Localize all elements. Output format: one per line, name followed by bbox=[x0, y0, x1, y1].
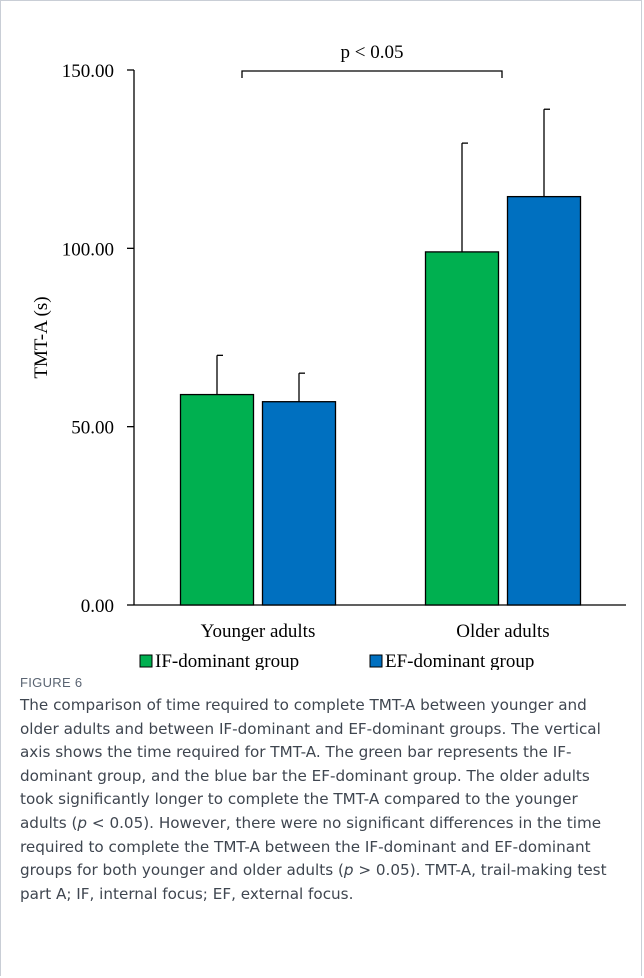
caption-part-2: < 0.05). However, there were no signific… bbox=[20, 813, 602, 880]
legend-swatch bbox=[139, 654, 153, 668]
bar bbox=[179, 393, 255, 606]
caption-p-symbol-1: p bbox=[77, 813, 88, 832]
y-tick-label: 0.00 bbox=[81, 596, 114, 617]
bar-chart: 0.00 50.00 100.00 150.00 TMT-A (s) Younger ad… bbox=[31, 42, 626, 670]
bar bbox=[261, 401, 337, 606]
legend-label: EF-dominant group bbox=[385, 651, 534, 670]
y-axis-title: TMT-A (s) bbox=[31, 296, 52, 378]
figure-caption: The comparison of time required to compl… bbox=[20, 694, 624, 906]
legend-label: IF-dominant group bbox=[155, 651, 299, 670]
caption-part-3: > 0.05). TMT-A, trail-making test part A… bbox=[20, 861, 607, 903]
y-tick-label: 100.00 bbox=[62, 239, 114, 260]
bar bbox=[506, 195, 582, 606]
x-category-label: Older adults bbox=[456, 621, 549, 642]
caption-part-1: The comparison of time required to compl… bbox=[20, 696, 601, 832]
y-tick-label: 50.00 bbox=[71, 418, 114, 439]
significance-bracket bbox=[241, 70, 503, 78]
legend-swatch bbox=[369, 654, 383, 668]
caption-p-symbol-2: p bbox=[343, 861, 354, 880]
y-tick-label: 150.00 bbox=[62, 61, 114, 82]
figure-label: FIGURE 6 bbox=[20, 675, 83, 690]
bar bbox=[424, 251, 500, 606]
x-category-label: Younger adults bbox=[201, 621, 316, 642]
significance-label: p < 0.05 bbox=[341, 42, 404, 63]
